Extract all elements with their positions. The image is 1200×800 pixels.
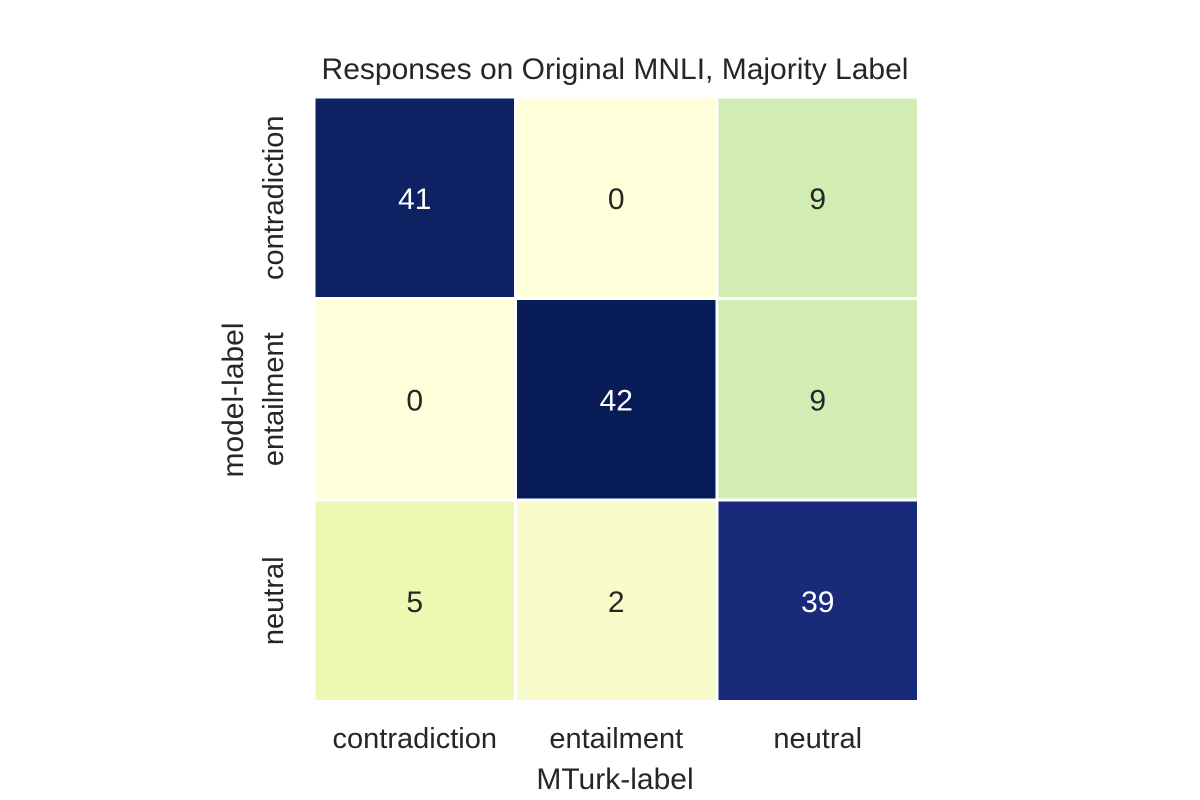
heatmap-cell-neutral-entailment: [517, 501, 716, 700]
y-tick-label-entailment: entailment: [258, 332, 290, 466]
x-tick-label-entailment: entailment: [549, 723, 683, 755]
y-axis-label: model-label: [217, 322, 250, 477]
cell-value-label: 5: [406, 586, 423, 619]
cell-value-label: 0: [406, 384, 423, 417]
cell-value-label: 2: [608, 586, 625, 619]
cell-value-label: 41: [398, 183, 431, 216]
heatmap-cell-contradiction-contradiction: [315, 98, 514, 297]
heatmap-cell-entailment-entailment: [517, 300, 716, 499]
y-tick-label-contradiction: contradiction: [258, 116, 290, 280]
x-tick-label-neutral: neutral: [773, 723, 862, 755]
heatmap-cell-contradiction-entailment: [517, 98, 716, 297]
cell-value-label: 0: [608, 183, 625, 216]
cell-value-label: 9: [809, 384, 826, 417]
cell-value-label: 9: [809, 183, 826, 216]
heatmap-cell-neutral-neutral: [718, 501, 917, 700]
heatmap-cell-contradiction-neutral: [718, 98, 917, 297]
x-tick-labels: contradiction entailment neutral: [333, 723, 863, 755]
x-axis-label: MTurk-label: [536, 763, 693, 796]
cell-value-label: 42: [600, 384, 633, 417]
y-tick-label-neutral: neutral: [258, 556, 290, 645]
heatmap-cell-entailment-contradiction: [315, 300, 514, 499]
cell-value-label: 39: [801, 586, 834, 619]
heatmap-cell-neutral-contradiction: [315, 501, 514, 700]
chart-title: Responses on Original MNLI, Majority Lab…: [322, 53, 909, 86]
x-tick-label-contradiction: contradiction: [333, 723, 497, 755]
heatmap-cell-entailment-neutral: [718, 300, 917, 499]
y-tick-labels: contradiction entailment neutral: [258, 116, 290, 646]
heatmap-cells: 41 0 9 0 42 9 5 2 39: [315, 98, 917, 700]
